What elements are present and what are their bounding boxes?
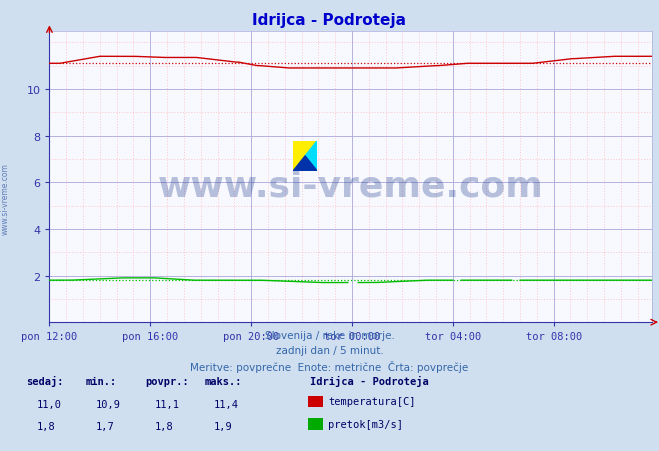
Text: Meritve: povprečne  Enote: metrične  Črta: povprečje: Meritve: povprečne Enote: metrične Črta:… — [190, 360, 469, 372]
Text: 11,1: 11,1 — [155, 399, 180, 409]
Text: 1,7: 1,7 — [96, 421, 114, 431]
Text: pretok[m3/s]: pretok[m3/s] — [328, 419, 403, 429]
Text: 11,4: 11,4 — [214, 399, 239, 409]
Text: 10,9: 10,9 — [96, 399, 121, 409]
Polygon shape — [305, 142, 317, 171]
Polygon shape — [293, 156, 317, 171]
Text: zadnji dan / 5 minut.: zadnji dan / 5 minut. — [275, 345, 384, 355]
Text: 1,8: 1,8 — [36, 421, 55, 431]
Text: Idrijca - Podroteja: Idrijca - Podroteja — [310, 376, 428, 387]
Text: maks.:: maks.: — [204, 376, 242, 386]
Text: min.:: min.: — [86, 376, 117, 386]
Text: 1,9: 1,9 — [214, 421, 233, 431]
Text: 11,0: 11,0 — [36, 399, 61, 409]
Text: www.si-vreme.com: www.si-vreme.com — [1, 162, 10, 235]
Text: Idrijca - Podroteja: Idrijca - Podroteja — [252, 13, 407, 28]
Text: www.si-vreme.com: www.si-vreme.com — [158, 169, 544, 202]
Text: 1,8: 1,8 — [155, 421, 173, 431]
Text: povpr.:: povpr.: — [145, 376, 188, 386]
Text: sedaj:: sedaj: — [26, 376, 64, 387]
Text: Slovenija / reke in morje.: Slovenija / reke in morje. — [264, 330, 395, 340]
Text: temperatura[C]: temperatura[C] — [328, 396, 416, 406]
Polygon shape — [293, 142, 317, 171]
